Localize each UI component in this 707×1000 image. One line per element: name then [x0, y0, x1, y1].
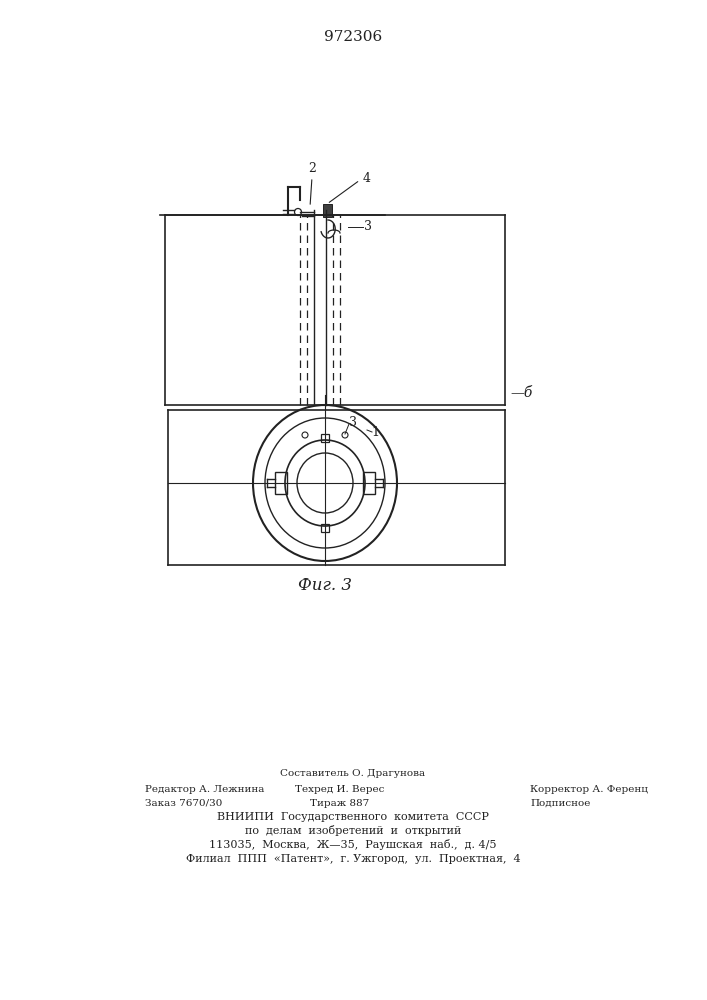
Text: Корректор А. Ференц: Корректор А. Ференц — [530, 784, 648, 794]
Text: 3: 3 — [349, 416, 357, 428]
Text: Тираж 887: Тираж 887 — [310, 798, 370, 808]
Bar — [321, 434, 329, 442]
Text: Подписное: Подписное — [530, 798, 590, 808]
Text: —б: —б — [510, 386, 532, 400]
Text: Филиал  ППП  «Патент»,  г. Ужгород,  ул.  Проектная,  4: Филиал ППП «Патент», г. Ужгород, ул. Про… — [186, 854, 520, 864]
Text: ВНИИПИ  Государственного  комитета  СССР: ВНИИПИ Государственного комитета СССР — [217, 812, 489, 822]
Text: Техред И. Верес: Техред И. Верес — [296, 784, 385, 794]
Text: 3: 3 — [364, 221, 372, 233]
Bar — [321, 524, 329, 532]
Bar — [363, 472, 375, 494]
Text: 4: 4 — [363, 172, 371, 184]
Bar — [323, 204, 332, 217]
Text: Заказ 7670/30: Заказ 7670/30 — [145, 798, 223, 808]
Bar — [275, 472, 287, 494]
Text: 113035,  Москва,  Ж—35,  Раушская  наб.,  д. 4/5: 113035, Москва, Ж—35, Раушская наб., д. … — [209, 840, 497, 850]
Text: по  делам  изобретений  и  открытий: по делам изобретений и открытий — [245, 826, 461, 836]
Text: 1: 1 — [371, 426, 379, 438]
Text: Фиг. 3: Фиг. 3 — [298, 576, 352, 593]
Text: 972306: 972306 — [324, 30, 382, 44]
Text: Редактор А. Лежнина: Редактор А. Лежнина — [145, 784, 264, 794]
Text: Составитель О. Драгунова: Составитель О. Драгунова — [281, 768, 426, 778]
Text: 2: 2 — [308, 162, 316, 175]
